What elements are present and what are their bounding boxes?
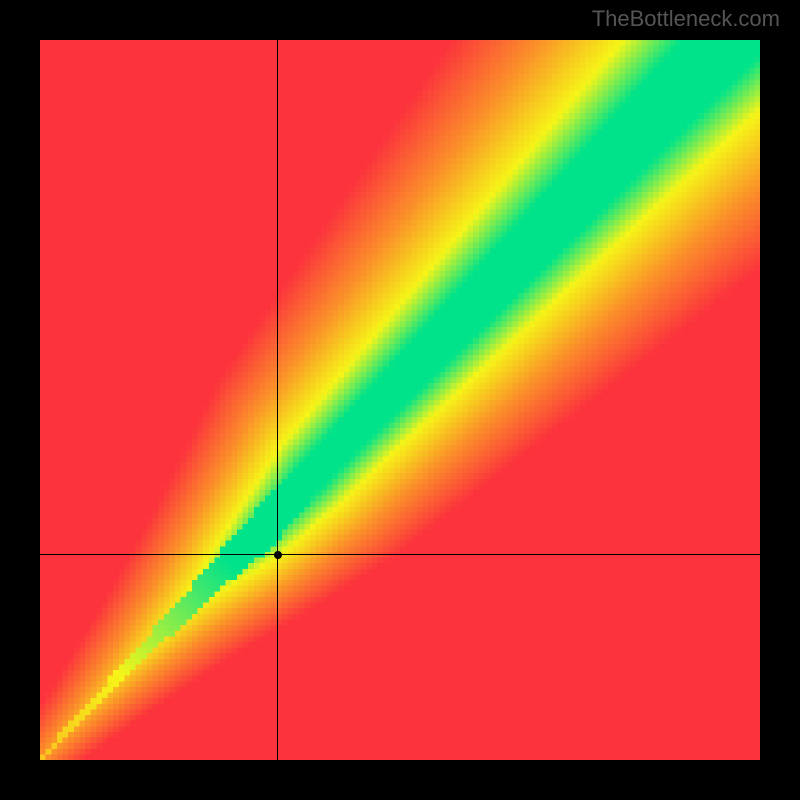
bottleneck-heatmap — [40, 40, 760, 760]
crosshair-marker — [272, 549, 284, 561]
chart-stage: TheBottleneck.com — [0, 0, 800, 800]
crosshair-horizontal — [40, 554, 760, 555]
watermark-label: TheBottleneck.com — [592, 6, 780, 32]
crosshair-vertical — [277, 40, 278, 760]
